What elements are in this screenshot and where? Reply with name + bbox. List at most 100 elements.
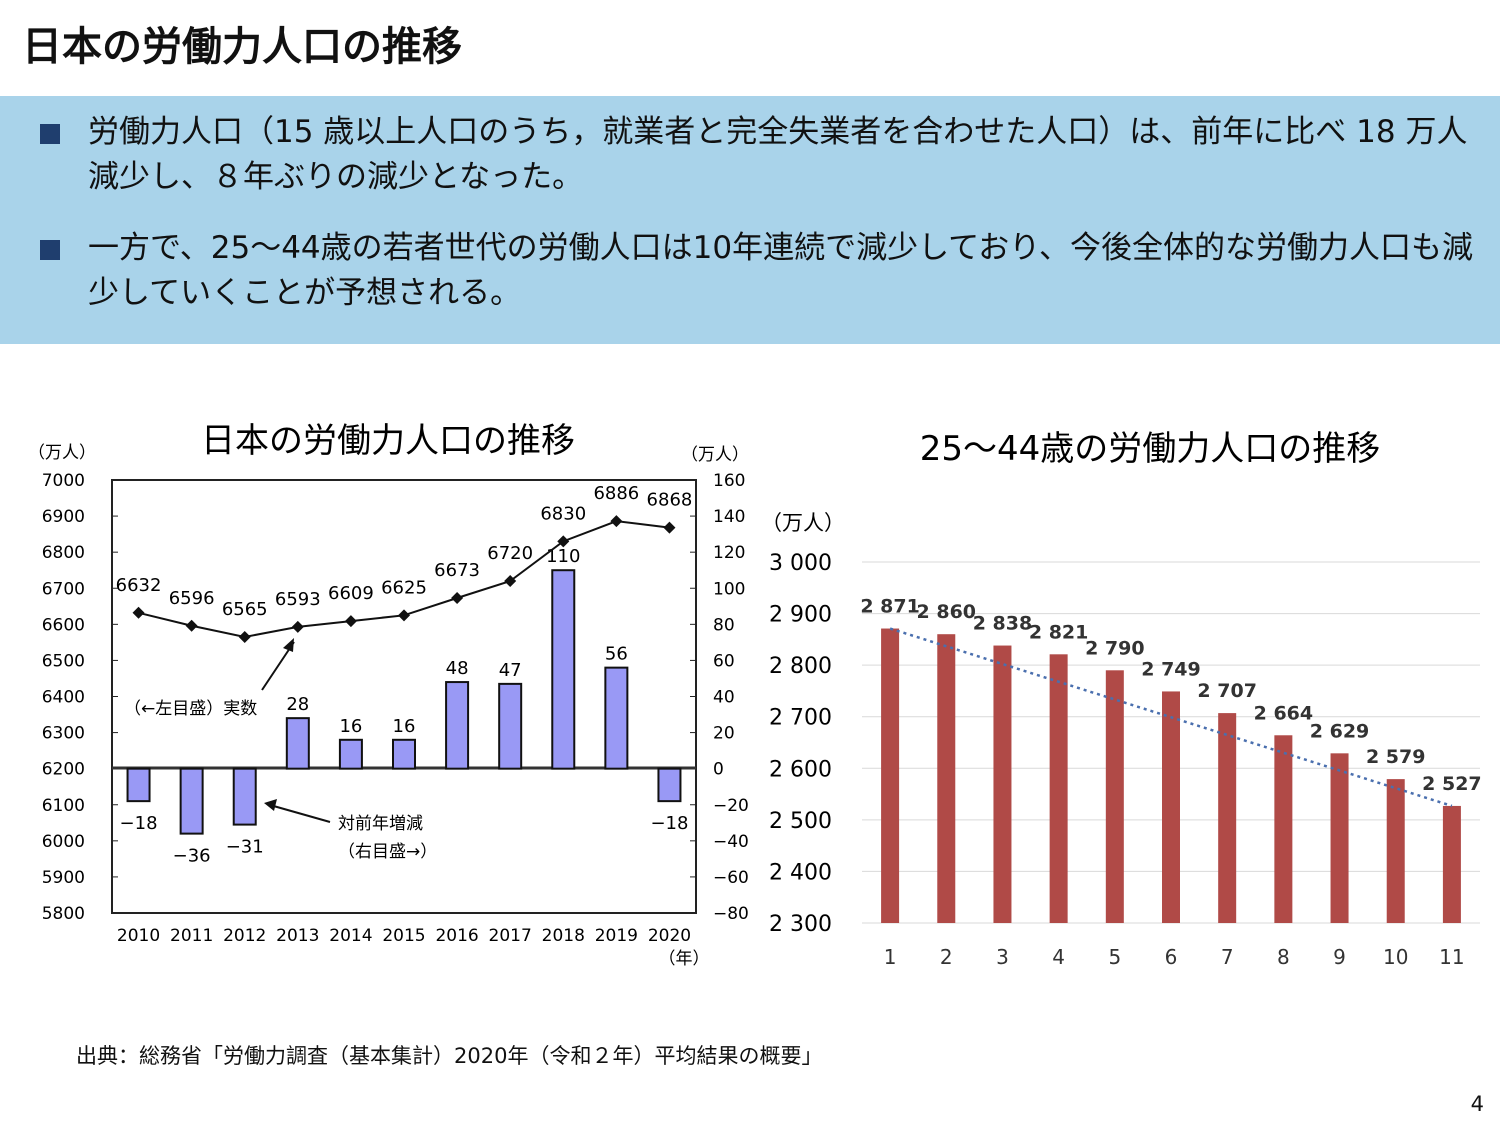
data-label: 2 790	[1085, 637, 1145, 659]
bullet-text: 一方で、25〜44歳の若者世代の労働人口は10年連続で減少しており、今後全体的な…	[88, 230, 1473, 311]
annotation-right-axis: （右目盛→）	[338, 842, 437, 862]
line-value-label: 6609	[328, 583, 374, 604]
x-tick-label: 2	[940, 945, 953, 969]
arrow-head-icon	[283, 638, 294, 652]
data-label: 2 860	[917, 601, 977, 623]
bar	[937, 634, 956, 923]
annotation-actual: （←左目盛）実数	[124, 699, 257, 719]
x-tick-label: 2012	[223, 926, 266, 946]
right-tick-label: 160	[713, 471, 745, 491]
x-tick-label: 2017	[489, 926, 532, 946]
right-tick-label: 60	[713, 651, 735, 671]
left-tick-label: 5800	[42, 904, 85, 924]
bar	[1162, 691, 1180, 923]
y-tick-label: 2 700	[769, 706, 832, 731]
y-tick-label: 2 300	[769, 912, 832, 937]
line-point	[451, 591, 464, 604]
left-tick-label: 6800	[42, 543, 85, 563]
right-tick-label: 120	[713, 543, 745, 563]
x-tick-label: 2016	[435, 926, 478, 946]
y-axis-unit: （万人）	[761, 511, 845, 535]
data-label: 2 821	[1029, 621, 1089, 643]
line-point	[291, 620, 304, 633]
change-bar	[338, 738, 363, 770]
line-point	[132, 606, 145, 619]
change-bar	[126, 767, 151, 803]
change-bar	[604, 666, 629, 770]
change-bar	[232, 767, 257, 826]
left-tick-label: 6900	[42, 507, 85, 527]
square-bullet-icon	[40, 124, 60, 144]
line-value-label: 6593	[275, 589, 321, 610]
change-bar	[657, 767, 682, 803]
bar	[881, 628, 900, 923]
source-note: 出典：総務省「労働力調査（基本集計）2020年（令和２年）平均結果の概要」	[76, 1044, 823, 1068]
x-tick-label: 2013	[276, 926, 319, 946]
bar-value-label: 47	[499, 660, 522, 681]
bar	[993, 645, 1012, 923]
y-tick-label: 3 000	[769, 551, 832, 576]
left-tick-label: 6000	[42, 832, 85, 852]
change-bar	[285, 717, 310, 770]
bar-value-label: 56	[605, 644, 628, 665]
bar-value-label: 28	[286, 694, 309, 715]
line-point	[504, 575, 517, 588]
data-label: 2 629	[1310, 720, 1370, 742]
line-value-label: 6565	[222, 599, 268, 620]
bullet-item: 一方で、25〜44歳の若者世代の労働人口は10年連続で減少しており、今後全体的な…	[40, 226, 1480, 316]
bar-value-label: 110	[546, 546, 580, 567]
y-axis: 3 000 2 900 2 800 2 700 2 600 2 500 2 400 2 300	[769, 551, 832, 937]
x-tick-label: 2018	[542, 926, 585, 946]
bar-value-label: 48	[446, 658, 469, 679]
right-tick-label: 0	[713, 760, 724, 780]
right-tick-label: 140	[713, 507, 745, 527]
bar-value-label: 16	[393, 716, 416, 737]
arrow-head-icon	[264, 799, 277, 811]
left-tick-label: 7000	[42, 471, 85, 491]
x-axis-unit: （年）	[659, 949, 710, 969]
bars	[881, 628, 1461, 923]
x-tick-label: 2015	[382, 926, 425, 946]
data-label: 2 707	[1197, 680, 1257, 702]
labor-force-chart: 日本の労働力人口の推移 （万人） （万人） 7000 6900 6800 6700 66…	[28, 421, 749, 969]
line-point	[344, 615, 357, 628]
left-tick-label: 6300	[42, 724, 85, 744]
bar-value-label: −18	[650, 813, 688, 834]
y-tick-label: 2 400	[769, 860, 832, 885]
chart-title: 日本の労働力人口の推移	[201, 421, 575, 461]
y-tick-label: 2 500	[769, 809, 832, 834]
young-labor-force-chart: 25〜44歳の労働力人口の推移 （万人） 3 000 2 900 2 800 2 70…	[761, 429, 1482, 969]
bar	[1218, 713, 1237, 923]
right-tick-label: −20	[713, 796, 749, 816]
bar-value-label: −36	[173, 846, 211, 867]
change-bar	[498, 682, 523, 770]
line-point	[663, 521, 676, 534]
data-label: 2 838	[973, 613, 1033, 635]
square-bullet-icon	[40, 240, 60, 260]
page-number: 4	[1470, 1092, 1484, 1116]
x-tick-label: 2010	[117, 926, 160, 946]
x-tick-label: 4	[1052, 945, 1065, 969]
x-tick-label: 2014	[329, 926, 372, 946]
right-axis-unit: （万人）	[681, 445, 749, 465]
left-axis: 7000 6900 6800 6700 6600 6500 6400 6300 6200 6100…	[42, 471, 118, 924]
x-tick-label: 3	[996, 945, 1009, 969]
change-bar	[179, 767, 204, 835]
bar	[1386, 779, 1405, 923]
line-value-label: 6673	[434, 560, 480, 581]
line-point	[610, 515, 623, 528]
x-axis: 1 2 3 4 5 6 7 8 9 10 11	[884, 945, 1465, 969]
left-axis-unit: （万人）	[28, 443, 96, 463]
x-tick-label: 10	[1383, 945, 1408, 969]
slide-title: 日本の労働力人口の推移	[22, 24, 462, 70]
left-tick-label: 6200	[42, 760, 85, 780]
x-axis: 2010 2011 2012 2013 2014 2015 2016 2017 2018 2019…	[117, 926, 691, 946]
right-axis: 160 140 120 100 80 60 40 20 0 −20 −40 −60 −80	[690, 471, 749, 924]
line-value-label: 6830	[540, 503, 586, 524]
line-point	[238, 630, 251, 643]
x-tick-label: 7	[1221, 945, 1234, 969]
line-value-label: 6886	[593, 483, 639, 504]
summary-box: 労働力人口（15 歳以上人口のうち，就業者と完全失業者を合わせた人口）は、前年に…	[0, 96, 1500, 344]
x-tick-label: 8	[1277, 945, 1290, 969]
